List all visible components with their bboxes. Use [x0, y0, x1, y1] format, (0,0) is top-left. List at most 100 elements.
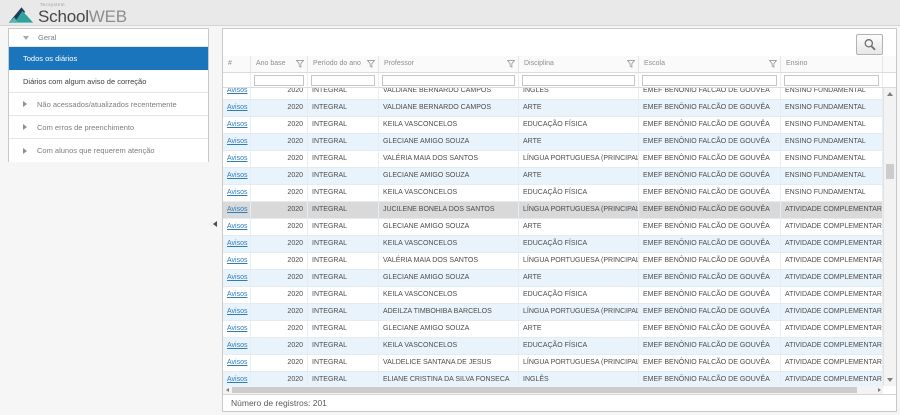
column-header-avisos[interactable]: # — [223, 56, 251, 72]
cell-periodo: INTEGRAL — [308, 355, 379, 371]
table-row[interactable]: Avisos 2020 INTEGRAL KEILA VASCONCELOS EDUCA… — [223, 117, 896, 134]
table-row[interactable]: Avisos 2020 INTEGRAL JUCILENE BONELA DOS SA… — [223, 202, 896, 219]
cell-escola: EMEF BENÔNIO FALCÃO DE GOUVÊA — [639, 117, 781, 133]
sidebar-item-5[interactable]: Com alunos que requerem atenção — [9, 139, 208, 162]
cell-disciplina: INGLÊS — [519, 88, 639, 99]
table-row[interactable]: Avisos 2020 INTEGRAL GLECIANE AMIGO SOUZA AR… — [223, 134, 896, 151]
scroll-up-button[interactable] — [884, 88, 896, 100]
avisos-link[interactable]: Avisos — [227, 376, 248, 383]
table-row[interactable]: Avisos 2020 INTEGRAL KEILA VASCONCELOS EDUCA… — [223, 236, 896, 253]
avisos-link[interactable]: Avisos — [227, 274, 248, 281]
filter-input-ano[interactable] — [254, 75, 304, 86]
brand-company: Tecsystem — [40, 1, 65, 7]
table-row[interactable]: Avisos 2020 INTEGRAL ADEILZA TIMBOHIBA BARC… — [223, 304, 896, 321]
cell-ano: 2020 — [251, 185, 308, 201]
filter-input-periodo[interactable] — [311, 75, 375, 86]
triangle-left-icon — [225, 388, 229, 392]
scroll-left-button[interactable] — [223, 386, 231, 394]
cell-professor: KEILA VASCONCELOS — [379, 338, 519, 354]
table-row[interactable]: Avisos 2020 INTEGRAL VALDIANE BERNARDO CAMP… — [223, 100, 896, 117]
avisos-link[interactable]: Avisos — [227, 189, 248, 196]
column-header-periodo[interactable]: Período do ano — [308, 56, 379, 72]
column-header-label: Período do ano — [313, 60, 361, 67]
avisos-cell: Avisos — [223, 134, 251, 150]
vertical-scroll-thumb[interactable] — [886, 164, 894, 179]
cell-disciplina: ARTE — [519, 134, 639, 150]
vertical-scrollbar[interactable] — [883, 88, 896, 386]
cell-escola: EMEF BENÔNIO FALCÃO DE GOUVÊA — [639, 151, 781, 167]
table-row[interactable]: Avisos 2020 INTEGRAL VALDIANE BERNARDO CAMP… — [223, 88, 896, 100]
sidebar-collapse-handle[interactable] — [211, 218, 219, 230]
column-header-disciplina[interactable]: Disciplina — [519, 56, 639, 72]
sidebar-item-4[interactable]: Com erros de preenchimento — [9, 116, 208, 139]
search-button[interactable] — [856, 34, 883, 55]
sidebar-item-1[interactable]: Todos os diários — [9, 47, 208, 70]
cell-disciplina: EDUCAÇÃO FÍSICA — [519, 185, 639, 201]
avisos-link[interactable]: Avisos — [227, 359, 248, 366]
filter-cell-periodo — [308, 73, 379, 87]
scroll-down-button[interactable] — [884, 374, 896, 386]
cell-ano: 2020 — [251, 253, 308, 269]
cell-professor: ADEILZA TIMBOHIBA BARCELOS — [379, 304, 519, 320]
cell-periodo: INTEGRAL — [308, 185, 379, 201]
sidebar-item-0[interactable]: Geral — [9, 29, 208, 47]
sidebar-item-label: Com erros de preenchimento — [37, 122, 135, 132]
cell-escola: EMEF BENÔNIO FALCÃO DE GOUVÊA — [639, 338, 781, 354]
avisos-cell: Avisos — [223, 236, 251, 252]
table-row[interactable]: Avisos 2020 INTEGRAL KEILA VASCONCELOS EDUCA… — [223, 338, 896, 355]
table-row[interactable]: Avisos 2020 INTEGRAL ELIANE CRISTINA DA SIL… — [223, 372, 896, 386]
avisos-link[interactable]: Avisos — [227, 308, 248, 315]
avisos-link[interactable]: Avisos — [227, 342, 248, 349]
cell-disciplina: INGLÊS — [519, 372, 639, 386]
cell-ensino: ATIVIDADE COMPLEMENTAR — [781, 253, 883, 269]
table-row[interactable]: Avisos 2020 INTEGRAL KEILA VASCONCELOS EDUCA… — [223, 287, 896, 304]
avisos-link[interactable]: Avisos — [227, 206, 248, 213]
table-row[interactable]: Avisos 2020 INTEGRAL VALÉRIA MAIA DOS SANTO… — [223, 253, 896, 270]
avisos-link[interactable]: Avisos — [227, 172, 248, 179]
table-row[interactable]: Avisos 2020 INTEGRAL GLECIANE AMIGO SOUZA AR… — [223, 168, 896, 185]
cell-escola: EMEF BENÔNIO FALCÃO DE GOUVÊA — [639, 168, 781, 184]
filter-input-escola[interactable] — [642, 75, 777, 86]
scroll-right-button[interactable] — [875, 386, 883, 394]
cell-periodo: INTEGRAL — [308, 253, 379, 269]
filter-cell-ensino — [781, 73, 883, 87]
horizontal-scroll-thumb[interactable] — [232, 387, 857, 393]
cell-disciplina: LÍNGUA PORTUGUESA (PRINCIPAL) — [519, 151, 639, 167]
filter-input-disciplina[interactable] — [522, 75, 635, 86]
chevron-right-icon — [23, 147, 27, 154]
column-header-escola[interactable]: Escola — [639, 56, 781, 72]
avisos-link[interactable]: Avisos — [227, 121, 248, 128]
avisos-cell: Avisos — [223, 88, 251, 99]
logo-icon — [8, 7, 34, 23]
avisos-link[interactable]: Avisos — [227, 291, 248, 298]
filter-cell-disciplina — [519, 73, 639, 87]
table-row[interactable]: Avisos 2020 INTEGRAL GLECIANE AMIGO SOUZA AR… — [223, 321, 896, 338]
cell-professor: GLECIANE AMIGO SOUZA — [379, 219, 519, 235]
column-header-professor[interactable]: Professor — [379, 56, 519, 72]
table-row[interactable]: Avisos 2020 INTEGRAL GLECIANE AMIGO SOUZA AR… — [223, 219, 896, 236]
avisos-link[interactable]: Avisos — [227, 257, 248, 264]
column-header-ano[interactable]: Ano base — [251, 56, 308, 72]
avisos-link[interactable]: Avisos — [227, 104, 248, 111]
cell-escola: EMEF BENÔNIO FALCÃO DE GOUVÊA — [639, 270, 781, 286]
filter-input-professor[interactable] — [382, 75, 515, 86]
avisos-link[interactable]: Avisos — [227, 325, 248, 332]
cell-professor: VALDIANE BERNARDO CAMPOS — [379, 100, 519, 116]
sidebar-item-2[interactable]: Diários com algum aviso de correção — [9, 70, 208, 93]
table-row[interactable]: Avisos 2020 INTEGRAL VALÉRIA MAIA DOS SANTO… — [223, 151, 896, 168]
avisos-link[interactable]: Avisos — [227, 155, 248, 162]
filter-icon — [367, 60, 375, 68]
table-row[interactable]: Avisos 2020 INTEGRAL VALDELICE SANTANA DE J… — [223, 355, 896, 372]
filter-input-ensino[interactable] — [784, 75, 879, 86]
cell-ano: 2020 — [251, 134, 308, 150]
table-row[interactable]: Avisos 2020 INTEGRAL KEILA VASCONCELOS EDUCA… — [223, 185, 896, 202]
avisos-link[interactable]: Avisos — [227, 138, 248, 145]
horizontal-scrollbar[interactable] — [223, 386, 883, 394]
table-row[interactable]: Avisos 2020 INTEGRAL GLECIANE AMIGO SOUZA AR… — [223, 270, 896, 287]
cell-ano: 2020 — [251, 321, 308, 337]
column-header-ensino[interactable]: Ensino — [781, 56, 883, 72]
avisos-link[interactable]: Avisos — [227, 240, 248, 247]
sidebar-item-3[interactable]: Não acessados/atualizados recentemente — [9, 93, 208, 116]
avisos-link[interactable]: Avisos — [227, 223, 248, 230]
avisos-link[interactable]: Avisos — [227, 88, 248, 94]
